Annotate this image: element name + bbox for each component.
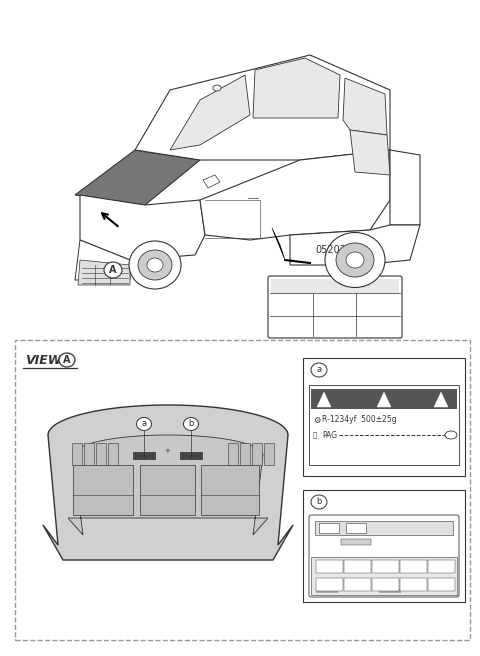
Ellipse shape	[346, 252, 364, 268]
Polygon shape	[170, 75, 250, 150]
Ellipse shape	[129, 241, 181, 289]
FancyBboxPatch shape	[268, 276, 402, 338]
Polygon shape	[80, 195, 205, 260]
FancyBboxPatch shape	[372, 560, 399, 573]
Text: b: b	[188, 419, 194, 428]
Polygon shape	[377, 392, 391, 407]
FancyBboxPatch shape	[316, 578, 343, 591]
Text: A: A	[109, 265, 117, 275]
FancyBboxPatch shape	[252, 443, 262, 465]
FancyBboxPatch shape	[264, 443, 274, 465]
FancyBboxPatch shape	[140, 465, 195, 515]
Text: +: +	[164, 448, 170, 454]
Polygon shape	[290, 225, 420, 265]
FancyBboxPatch shape	[379, 589, 401, 593]
FancyBboxPatch shape	[311, 389, 457, 409]
FancyBboxPatch shape	[271, 279, 399, 293]
Text: 🛢: 🛢	[313, 432, 317, 438]
FancyBboxPatch shape	[319, 523, 339, 533]
FancyBboxPatch shape	[72, 443, 82, 465]
Polygon shape	[343, 78, 387, 135]
Ellipse shape	[136, 417, 152, 430]
FancyBboxPatch shape	[84, 443, 94, 465]
Polygon shape	[272, 228, 285, 260]
FancyBboxPatch shape	[108, 443, 118, 465]
Polygon shape	[43, 405, 293, 560]
FancyBboxPatch shape	[228, 443, 238, 465]
Polygon shape	[317, 392, 331, 407]
Polygon shape	[135, 55, 390, 160]
Ellipse shape	[311, 363, 327, 377]
Polygon shape	[203, 175, 220, 188]
FancyBboxPatch shape	[316, 589, 338, 593]
Ellipse shape	[59, 353, 75, 367]
FancyBboxPatch shape	[344, 560, 371, 573]
FancyBboxPatch shape	[303, 490, 465, 602]
Polygon shape	[68, 435, 268, 535]
Polygon shape	[350, 130, 390, 175]
FancyBboxPatch shape	[428, 560, 455, 573]
FancyBboxPatch shape	[240, 443, 250, 465]
FancyBboxPatch shape	[316, 560, 343, 573]
FancyBboxPatch shape	[400, 578, 427, 591]
Polygon shape	[200, 150, 390, 240]
FancyBboxPatch shape	[73, 465, 133, 515]
FancyBboxPatch shape	[428, 578, 455, 591]
FancyBboxPatch shape	[133, 452, 155, 459]
FancyBboxPatch shape	[341, 539, 371, 545]
Text: 97699A: 97699A	[378, 365, 426, 375]
FancyBboxPatch shape	[315, 521, 453, 535]
Ellipse shape	[311, 495, 327, 509]
FancyBboxPatch shape	[303, 358, 465, 476]
Text: 32402: 32402	[383, 497, 421, 507]
Ellipse shape	[336, 243, 374, 277]
FancyBboxPatch shape	[96, 443, 106, 465]
FancyBboxPatch shape	[372, 578, 399, 591]
Ellipse shape	[147, 258, 163, 272]
Ellipse shape	[138, 250, 172, 280]
FancyBboxPatch shape	[309, 385, 459, 465]
Polygon shape	[75, 150, 200, 205]
Text: VIEW: VIEW	[25, 354, 61, 367]
Text: PAG: PAG	[322, 430, 337, 440]
Ellipse shape	[104, 262, 122, 278]
Polygon shape	[78, 260, 130, 285]
FancyBboxPatch shape	[15, 340, 470, 640]
Ellipse shape	[445, 431, 457, 439]
FancyBboxPatch shape	[201, 465, 259, 515]
Polygon shape	[390, 150, 420, 225]
Polygon shape	[75, 240, 130, 280]
Text: a: a	[316, 365, 322, 375]
FancyBboxPatch shape	[180, 452, 202, 459]
Text: A: A	[63, 355, 71, 365]
Text: R-1234yf  500±25g: R-1234yf 500±25g	[322, 415, 396, 424]
FancyBboxPatch shape	[346, 523, 366, 533]
Polygon shape	[434, 392, 448, 407]
Text: b: b	[316, 497, 322, 506]
Text: a: a	[142, 419, 146, 428]
FancyBboxPatch shape	[311, 557, 457, 595]
Text: 05203: 05203	[315, 245, 346, 255]
FancyBboxPatch shape	[400, 560, 427, 573]
Ellipse shape	[325, 232, 385, 287]
Ellipse shape	[213, 85, 221, 91]
FancyBboxPatch shape	[344, 578, 371, 591]
Ellipse shape	[183, 417, 199, 430]
FancyBboxPatch shape	[309, 515, 459, 597]
Text: ⚙: ⚙	[313, 415, 321, 424]
Polygon shape	[253, 58, 340, 118]
